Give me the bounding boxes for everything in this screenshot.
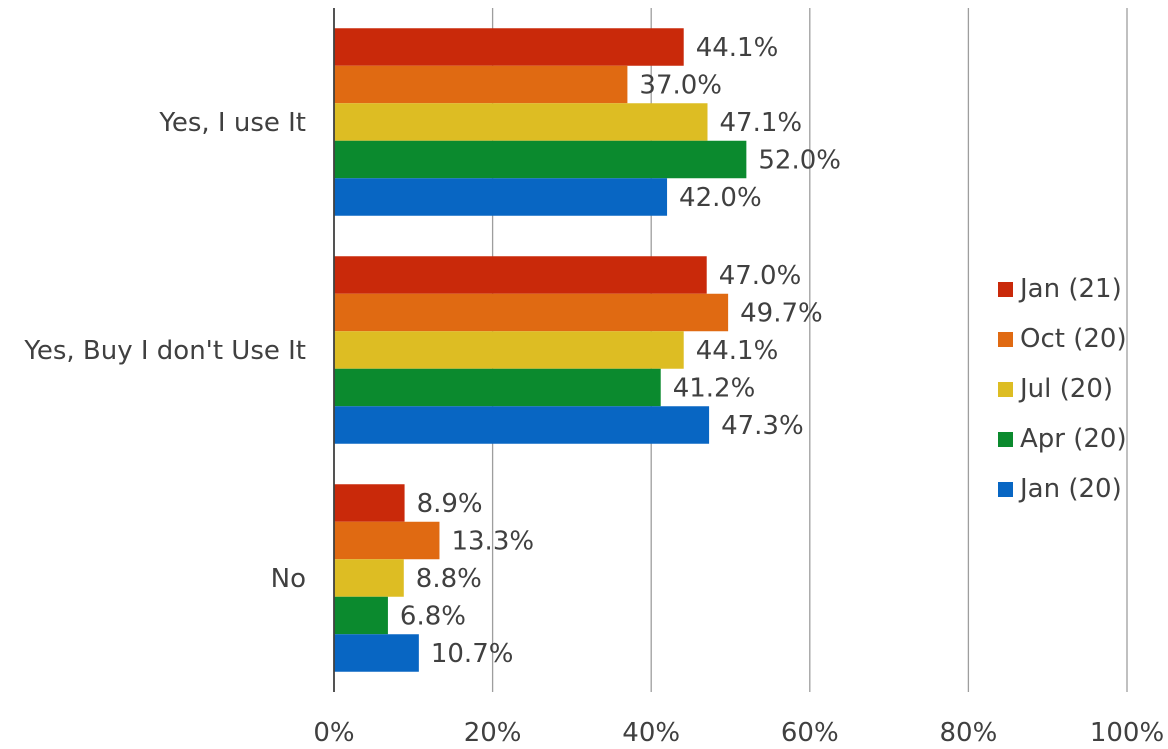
bar	[334, 256, 707, 294]
bar	[334, 65, 628, 104]
data-label: 37.0%	[639, 71, 722, 101]
bar	[334, 178, 668, 216]
data-label: 6.8%	[400, 602, 466, 632]
legend: Jan (21) Oct (20) Jul (20) Apr (20) Jan (20)	[998, 264, 1127, 514]
data-label: 44.1%	[696, 33, 779, 63]
legend-item: Jan (20)	[998, 464, 1127, 514]
x-tick-label: 80%	[940, 718, 998, 748]
legend-label: Apr (20)	[1020, 424, 1127, 454]
bar	[334, 140, 747, 179]
data-label: 8.9%	[417, 489, 483, 519]
data-label: 13.3%	[451, 527, 534, 557]
bar	[334, 634, 419, 672]
data-label: 49.7%	[740, 299, 823, 329]
bar	[334, 368, 661, 407]
data-label: 42.0%	[679, 183, 762, 213]
category-label: Yes, I use It	[158, 108, 306, 138]
x-tick-label: 20%	[464, 718, 522, 748]
legend-swatch	[998, 481, 1013, 497]
legend-swatch	[998, 331, 1013, 347]
legend-swatch	[998, 281, 1013, 297]
data-label: 8.8%	[416, 564, 482, 594]
bar	[334, 103, 708, 141]
legend-item: Apr (20)	[998, 414, 1127, 464]
bar	[334, 331, 684, 369]
data-label: 47.1%	[720, 108, 803, 138]
data-label: 44.1%	[696, 336, 779, 366]
bar	[334, 521, 440, 560]
bar	[334, 559, 404, 597]
data-label: 52.0%	[758, 146, 841, 176]
legend-label: Jan (21)	[1020, 274, 1122, 304]
data-label: 10.7%	[431, 639, 514, 669]
legend-item: Oct (20)	[998, 314, 1127, 364]
data-label: 41.2%	[673, 374, 756, 404]
x-tick-label: 60%	[781, 718, 839, 748]
x-tick-label: 100%	[1090, 718, 1164, 748]
legend-item: Jul (20)	[998, 364, 1127, 414]
category-label: Yes, Buy I don't Use It	[23, 336, 306, 366]
category-label: No	[271, 564, 306, 594]
bar	[334, 484, 405, 522]
bar	[334, 596, 388, 635]
legend-label: Jul (20)	[1020, 374, 1114, 404]
legend-swatch	[998, 381, 1013, 397]
legend-item: Jan (21)	[998, 264, 1127, 314]
bar	[334, 293, 729, 332]
x-tick-label: 0%	[313, 718, 354, 748]
x-tick-label: 40%	[622, 718, 680, 748]
data-label: 47.0%	[719, 261, 802, 291]
legend-label: Jan (20)	[1020, 474, 1122, 504]
bar	[334, 28, 684, 66]
bar	[334, 406, 710, 444]
legend-label: Oct (20)	[1020, 324, 1127, 354]
legend-swatch	[998, 431, 1013, 447]
data-label: 47.3%	[721, 411, 804, 441]
